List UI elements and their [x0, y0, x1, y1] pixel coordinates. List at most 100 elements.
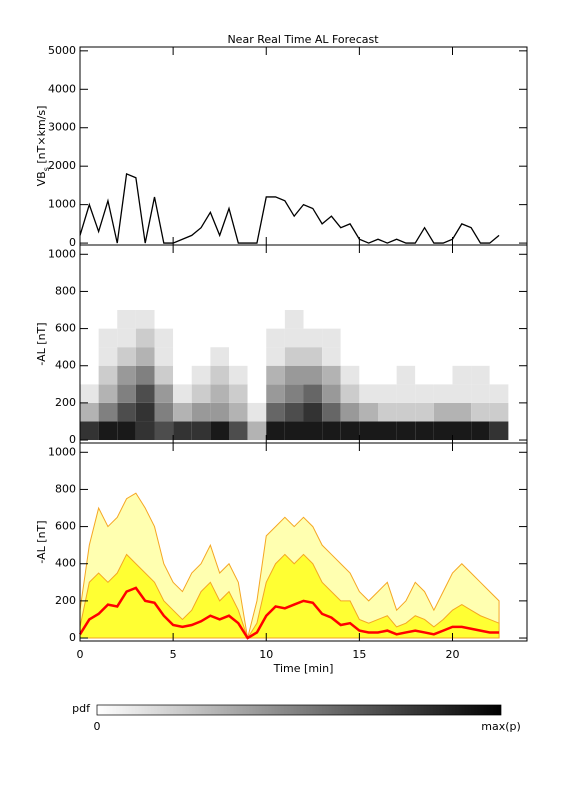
heatmap-cell: [117, 402, 136, 422]
y-tick-label: 2000: [48, 159, 76, 172]
colorbar: [96, 704, 502, 716]
heatmap-cell: [135, 384, 155, 403]
heatmap-cell: [359, 328, 378, 348]
heatmap-cell: [489, 328, 509, 348]
y-axis-label-part: s: [42, 167, 51, 171]
heatmap-cell: [415, 402, 434, 422]
heatmap-cell: [191, 402, 211, 422]
heatmap-cell: [98, 310, 118, 329]
heatmap-cell: [266, 328, 285, 348]
heatmap-cell: [322, 365, 341, 385]
heatmap-cell: [489, 310, 509, 329]
heatmap-cell: [98, 328, 118, 348]
heatmap-cell: [452, 328, 472, 348]
y-tick-label: 3000: [48, 121, 76, 134]
y-tick-label: 5000: [48, 44, 76, 57]
heatmap-cell: [80, 310, 99, 329]
heatmap-cell: [303, 310, 323, 329]
y-axis-label: VBs [nT×km/s]: [35, 106, 51, 187]
heatmap-cell: [135, 421, 155, 441]
heatmap-cell: [154, 365, 174, 385]
heatmap-cell: [340, 384, 360, 403]
y-tick-label: 1000: [48, 198, 76, 211]
y-tick-label: 1000: [48, 445, 76, 458]
heatmap-cell: [359, 347, 378, 366]
heatmap-cell: [415, 310, 434, 329]
heatmap-cell: [433, 328, 453, 348]
heatmap-cell: [340, 347, 360, 366]
colorbar-label: pdf: [72, 702, 91, 715]
heatmap-cell: [266, 402, 285, 422]
heatmap-cell: [266, 365, 285, 385]
heatmap-cell: [191, 384, 211, 403]
heatmap-cell: [229, 402, 248, 422]
heatmap-cell: [266, 347, 285, 366]
plot-frame: [79, 46, 528, 246]
heatmap-cell: [173, 328, 192, 348]
heatmap-cell: [359, 310, 378, 329]
heatmap-cell: [135, 310, 155, 329]
x-tick-label: 15: [352, 648, 366, 661]
heatmap-cell: [396, 310, 416, 329]
heatmap-cell: [229, 310, 248, 329]
heatmap-cell: [284, 365, 304, 385]
colorbar-max: max(p): [481, 720, 521, 733]
panel: 0 1000 2000 3000 4000 5000 VBs [nT×km/s]: [35, 44, 528, 249]
colorbar-min: 0: [94, 720, 101, 733]
heatmap-cell: [340, 310, 360, 329]
heatmap-cell: [191, 328, 211, 348]
y-tick-label: 800: [55, 482, 76, 495]
heatmap-cell: [117, 310, 136, 329]
heatmap-cell: [173, 402, 192, 422]
heatmap-cell: [247, 365, 267, 385]
y-tick-label: 600: [55, 520, 76, 533]
heatmap-cell: [359, 365, 378, 385]
heatmap-cell: [210, 402, 229, 422]
heatmap-cell: [284, 384, 304, 403]
heatmap-cell: [471, 310, 490, 329]
heatmap-cell: [378, 402, 397, 422]
heatmap-cell: [229, 384, 248, 403]
y-axis-label: -AL [nT]: [35, 520, 48, 563]
heatmap-cell: [173, 347, 192, 366]
heatmap-cell: [452, 421, 472, 441]
y-tick-label: 800: [55, 284, 76, 297]
heatmap-cell: [340, 421, 360, 441]
line: [78, 586, 500, 640]
heatmap-cell: [229, 365, 248, 385]
x-tick-label: 0: [77, 648, 84, 661]
heatmap-cell: [247, 328, 267, 348]
heatmap-cell: [433, 347, 453, 366]
heatmap-cell: [471, 402, 490, 422]
heatmap-cell: [191, 365, 211, 385]
heatmap-cell: [80, 384, 99, 403]
heatmap-cell: [415, 328, 434, 348]
heatmap-cell: [378, 328, 397, 348]
heatmap-cell: [154, 402, 174, 422]
heatmap-cell: [303, 365, 323, 385]
heatmap-cell: [191, 347, 211, 366]
heatmap-cell: [489, 347, 509, 366]
y-tick-label: 0: [69, 433, 76, 446]
heatmap-cell: [489, 402, 509, 422]
heatmap-cell: [135, 347, 155, 366]
y-tick-label: 1000: [48, 247, 76, 260]
heatmap-cell: [322, 310, 341, 329]
heatmap-cell: [229, 347, 248, 366]
heatmap-cell: [340, 402, 360, 422]
heatmap-cell: [471, 347, 490, 366]
heatmap-cell: [303, 402, 323, 422]
heatmap-cell: [229, 328, 248, 348]
heatmap-cell: [210, 347, 229, 366]
heatmap-cell: [303, 421, 323, 441]
heatmap-cell: [80, 421, 99, 441]
heatmap-cell: [247, 421, 267, 441]
heatmap-cell: [396, 421, 416, 441]
heatmap-cell: [98, 421, 118, 441]
heatmap-cell: [378, 384, 397, 403]
chart-title: Near Real Time AL Forecast: [227, 33, 379, 46]
y-axis-label-part: VB: [35, 171, 48, 186]
y-tick-label: 0: [69, 631, 76, 644]
heatmap-cell: [98, 402, 118, 422]
heatmap-cell: [191, 310, 211, 329]
